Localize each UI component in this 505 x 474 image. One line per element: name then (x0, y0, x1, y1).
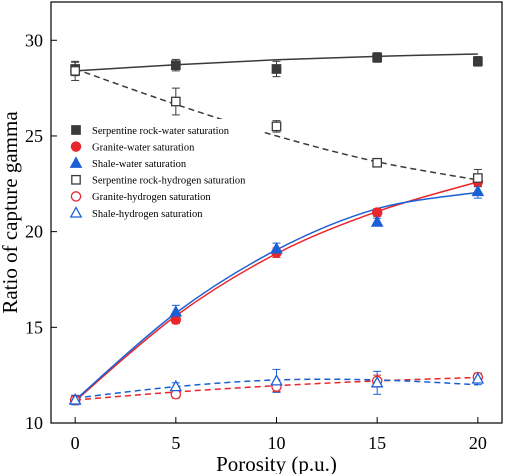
x-tick-label: 5 (171, 433, 180, 453)
x-axis-ticks: 0 5 10 15 20 (71, 417, 487, 453)
error-bars (71, 52, 482, 406)
data-point (170, 60, 181, 71)
fit-line (74, 191, 478, 401)
data-point (169, 379, 183, 392)
legend-background (64, 119, 264, 215)
y-tick-label: 30 (25, 30, 43, 50)
legend-marker (70, 191, 82, 202)
data-point (270, 242, 283, 254)
x-tick-label: 10 (268, 433, 286, 453)
fit-line (74, 68, 478, 181)
legend-label: Shale-hydrogen saturation (92, 209, 203, 220)
x-axis-label: Porosity (p.u.) (216, 452, 337, 474)
data-point (68, 393, 82, 405)
legend-label: Granite-water saturation (92, 142, 195, 153)
legend: Serpentine rock-water saturation Granite-… (64, 119, 264, 220)
x-tick-label: 20 (469, 433, 487, 453)
data-point (271, 64, 282, 74)
data-point (270, 374, 283, 386)
legend-marker (69, 206, 83, 218)
data-point (370, 375, 384, 388)
legend-marker (71, 174, 81, 185)
data-point (372, 52, 383, 63)
y-tick-label: 10 (25, 413, 43, 433)
data-point (471, 184, 485, 197)
y-tick-label: 25 (25, 126, 43, 146)
legend-marker (70, 141, 82, 152)
y-tick-label: 20 (25, 222, 43, 242)
x-tick-label: 15 (368, 433, 386, 453)
data-point (471, 372, 485, 384)
data-point (170, 96, 181, 107)
y-tick-label: 15 (25, 317, 43, 337)
legend-label: Shale-water saturation (92, 159, 187, 170)
fit-curves (74, 53, 479, 402)
legend-marker (69, 156, 83, 168)
data-point (472, 56, 483, 67)
legend-marker (71, 125, 81, 135)
data-point (169, 305, 183, 317)
data-point (271, 121, 282, 132)
fit-line (75, 53, 478, 72)
data-markers (68, 52, 485, 406)
y-axis-label: Ratio of capture gamma (0, 111, 22, 314)
legend-label: Granite-hydrogen saturation (92, 192, 211, 203)
x-tick-label: 0 (71, 433, 80, 453)
data-point (372, 157, 383, 168)
data-point (70, 66, 81, 76)
y-axis-ticks: 10 15 20 25 30 (25, 30, 57, 433)
data-point (472, 173, 483, 183)
data-point (370, 215, 384, 227)
legend-label: Serpentine rock-hydrogen saturation (92, 176, 246, 187)
legend-label: Serpentine rock-water saturation (92, 126, 230, 137)
